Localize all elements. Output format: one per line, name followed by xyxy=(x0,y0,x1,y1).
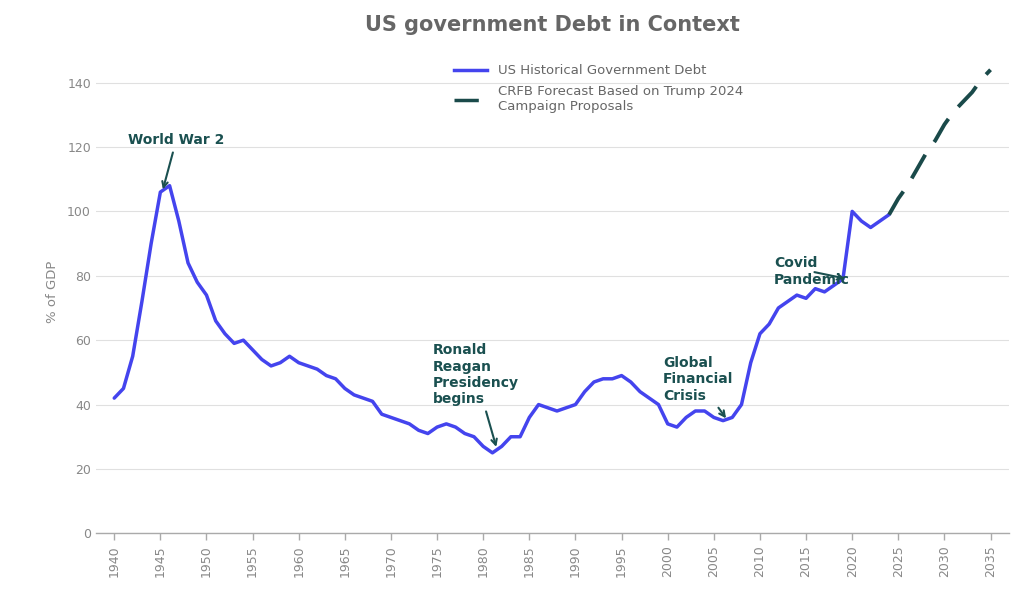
Text: Global
Financial
Crisis: Global Financial Crisis xyxy=(664,356,733,417)
Y-axis label: % of GDP: % of GDP xyxy=(46,260,58,323)
Legend: US Historical Government Debt, CRFB Forecast Based on Trump 2024
Campaign Propos: US Historical Government Debt, CRFB Fore… xyxy=(454,65,742,113)
Text: World War 2: World War 2 xyxy=(128,133,224,187)
Text: Covid
Pandemic: Covid Pandemic xyxy=(774,256,850,287)
Title: US government Debt in Context: US government Debt in Context xyxy=(365,15,739,35)
Text: Ronald
Reagan
Presidency
begins: Ronald Reagan Presidency begins xyxy=(432,343,518,445)
